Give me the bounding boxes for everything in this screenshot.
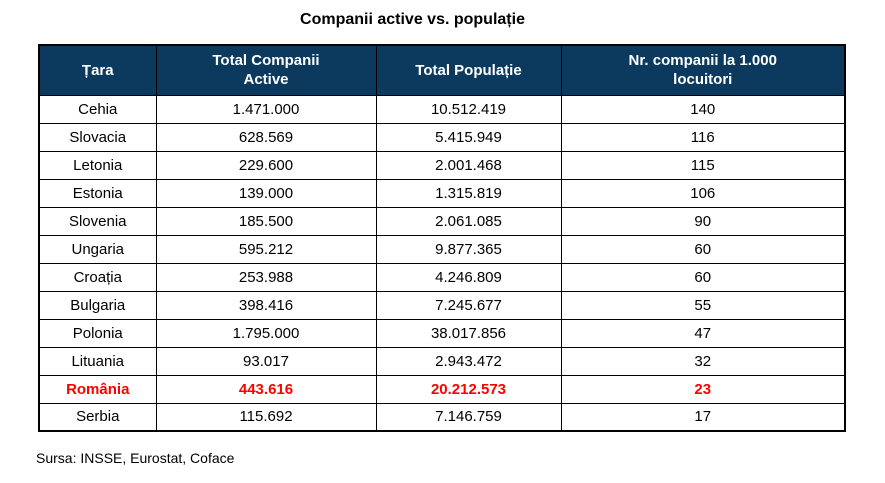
- cell-per-1000: 140: [560, 94, 846, 124]
- table-header: Țara Total Companii Active Total Populaț…: [38, 44, 846, 96]
- cell-per-1000: 60: [560, 262, 846, 292]
- table-row: Croația 253.988 4.246.809 60: [38, 262, 846, 292]
- cell-total-companies: 253.988: [155, 262, 377, 292]
- table-row: Bulgaria 398.416 7.245.677 55: [38, 290, 846, 320]
- page-title: Companii active vs. populație: [300, 11, 525, 28]
- header-row: Țara Total Companii Active Total Populaț…: [38, 44, 846, 96]
- cell-per-1000: 60: [560, 234, 846, 264]
- table-body: Cehia 1.471.000 10.512.419 140 Slovacia 628.5…: [38, 94, 846, 432]
- cell-per-1000: 47: [560, 318, 846, 348]
- table-row: Lituania 93.017 2.943.472 32: [38, 346, 846, 376]
- cell-total-population: 2.001.468: [375, 150, 562, 180]
- cell-total-companies: 398.416: [155, 290, 377, 320]
- cell-total-companies: 595.212: [155, 234, 377, 264]
- cell-total-companies: 229.600: [155, 150, 377, 180]
- cell-country: Polonia: [38, 318, 157, 348]
- column-header-per-1000: Nr. companii la 1.000 locuitori: [560, 44, 846, 96]
- cell-total-companies: 93.017: [155, 346, 377, 376]
- cell-total-population: 4.246.809: [375, 262, 562, 292]
- table-row: Slovenia 185.500 2.061.085 90: [38, 206, 846, 236]
- cell-total-population: 7.245.677: [375, 290, 562, 320]
- cell-country: Letonia: [38, 150, 157, 180]
- cell-country: Croația: [38, 262, 157, 292]
- cell-per-1000: 116: [560, 122, 846, 152]
- cell-total-companies: 628.569: [155, 122, 377, 152]
- cell-per-1000: 55: [560, 290, 846, 320]
- table-row: Polonia 1.795.000 38.017.856 47: [38, 318, 846, 348]
- cell-per-1000: 115: [560, 150, 846, 180]
- companies-population-table: Țara Total Companii Active Total Populaț…: [38, 44, 846, 432]
- cell-total-companies: 139.000: [155, 178, 377, 208]
- table-row: Serbia 115.692 7.146.759 17: [38, 402, 846, 432]
- cell-per-1000: 23: [560, 374, 846, 404]
- cell-total-population: 38.017.856: [375, 318, 562, 348]
- table-row: Ungaria 595.212 9.877.365 60: [38, 234, 846, 264]
- cell-total-companies: 1.471.000: [155, 94, 377, 124]
- cell-country: Slovacia: [38, 122, 157, 152]
- cell-per-1000: 106: [560, 178, 846, 208]
- cell-total-population: 2.061.085: [375, 206, 562, 236]
- table-row: Cehia 1.471.000 10.512.419 140: [38, 94, 846, 124]
- cell-total-population: 1.315.819: [375, 178, 562, 208]
- column-header-total-population: Total Populație: [375, 44, 562, 96]
- cell-total-companies: 115.692: [155, 402, 377, 432]
- cell-total-population: 9.877.365: [375, 234, 562, 264]
- cell-per-1000: 90: [560, 206, 846, 236]
- cell-country: Lituania: [38, 346, 157, 376]
- cell-country: Cehia: [38, 94, 157, 124]
- cell-country: Ungaria: [38, 234, 157, 264]
- cell-total-population: 10.512.419: [375, 94, 562, 124]
- cell-per-1000: 32: [560, 346, 846, 376]
- table-row: Slovacia 628.569 5.415.949 116: [38, 122, 846, 152]
- cell-total-companies: 443.616: [155, 374, 377, 404]
- cell-country: România: [38, 374, 157, 404]
- cell-total-population: 7.146.759: [375, 402, 562, 432]
- cell-total-population: 5.415.949: [375, 122, 562, 152]
- cell-total-companies: 1.795.000: [155, 318, 377, 348]
- cell-country: Slovenia: [38, 206, 157, 236]
- column-header-country: Țara: [38, 44, 157, 96]
- cell-total-population: 2.943.472: [375, 346, 562, 376]
- cell-country: Bulgaria: [38, 290, 157, 320]
- source-caption: Sursa: INSSE, Eurostat, Coface: [36, 450, 235, 466]
- column-header-total-companies: Total Companii Active: [155, 44, 377, 96]
- cell-total-population: 20.212.573: [375, 374, 562, 404]
- table-row: România 443.616 20.212.573 23: [38, 374, 846, 404]
- cell-total-companies: 185.500: [155, 206, 377, 236]
- table-row: Estonia 139.000 1.315.819 106: [38, 178, 846, 208]
- cell-country: Serbia: [38, 402, 157, 432]
- cell-country: Estonia: [38, 178, 157, 208]
- cell-per-1000: 17: [560, 402, 846, 432]
- table-row: Letonia 229.600 2.001.468 115: [38, 150, 846, 180]
